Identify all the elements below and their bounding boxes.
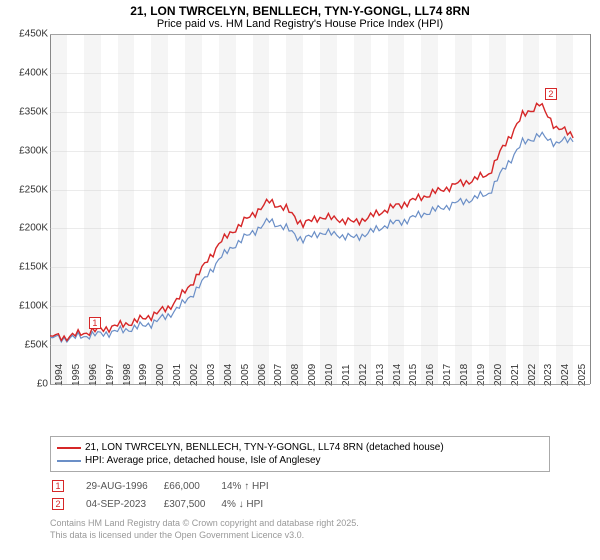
sale-date: 29-AUG-1996: [86, 478, 162, 494]
y-tick-label: £250K: [19, 184, 48, 195]
y-tick-label: £450K: [19, 29, 48, 40]
y-tick-label: £300K: [19, 145, 48, 156]
right-border: [590, 34, 591, 384]
line-series: [50, 34, 590, 384]
series-line: [50, 103, 573, 340]
plot-area: 12: [50, 34, 590, 384]
legend-item: 21, LON TWRCELYN, BENLLECH, TYN-Y-GONGL,…: [57, 441, 543, 454]
sale-price: £66,000: [164, 478, 220, 494]
chart: 12 £0£50K£100K£150K£200K£250K£300K£350K£…: [0, 34, 600, 404]
gridline: [50, 384, 590, 385]
y-tick-label: £100K: [19, 301, 48, 312]
sale-delta: 4% ↓ HPI: [221, 496, 282, 512]
price-marker: 1: [89, 317, 101, 329]
footer-line: Contains HM Land Registry data © Crown c…: [50, 518, 550, 530]
sale-delta: 14% ↑ HPI: [221, 478, 282, 494]
sale-marker: 1: [52, 478, 84, 494]
footer-line: This data is licensed under the Open Gov…: [50, 530, 550, 542]
chart-title: 21, LON TWRCELYN, BENLLECH, TYN-Y-GONGL,…: [0, 0, 600, 18]
y-tick-label: £150K: [19, 262, 48, 273]
y-tick-label: £350K: [19, 106, 48, 117]
legend-swatch: [57, 460, 81, 462]
chart-subtitle: Price paid vs. HM Land Registry's House …: [0, 18, 600, 34]
y-tick-label: £50K: [25, 340, 48, 351]
table-row: 129-AUG-1996£66,00014% ↑ HPI: [52, 478, 283, 494]
sales-table: 129-AUG-1996£66,00014% ↑ HPI 204-SEP-2023…: [50, 476, 285, 514]
legend-label: HPI: Average price, detached house, Isle…: [85, 455, 321, 466]
sale-marker: 2: [52, 496, 84, 512]
legend-swatch: [57, 447, 81, 449]
sale-date: 04-SEP-2023: [86, 496, 162, 512]
y-tick-label: £200K: [19, 223, 48, 234]
y-tick-label: £400K: [19, 67, 48, 78]
legend-label: 21, LON TWRCELYN, BENLLECH, TYN-Y-GONGL,…: [85, 442, 444, 453]
series-line: [50, 132, 573, 342]
sale-price: £307,500: [164, 496, 220, 512]
table-row: 204-SEP-2023£307,5004% ↓ HPI: [52, 496, 283, 512]
legend: 21, LON TWRCELYN, BENLLECH, TYN-Y-GONGL,…: [50, 436, 550, 472]
footer: Contains HM Land Registry data © Crown c…: [50, 518, 550, 541]
price-marker: 2: [545, 88, 557, 100]
legend-item: HPI: Average price, detached house, Isle…: [57, 454, 543, 467]
y-tick-label: £0: [37, 379, 48, 390]
